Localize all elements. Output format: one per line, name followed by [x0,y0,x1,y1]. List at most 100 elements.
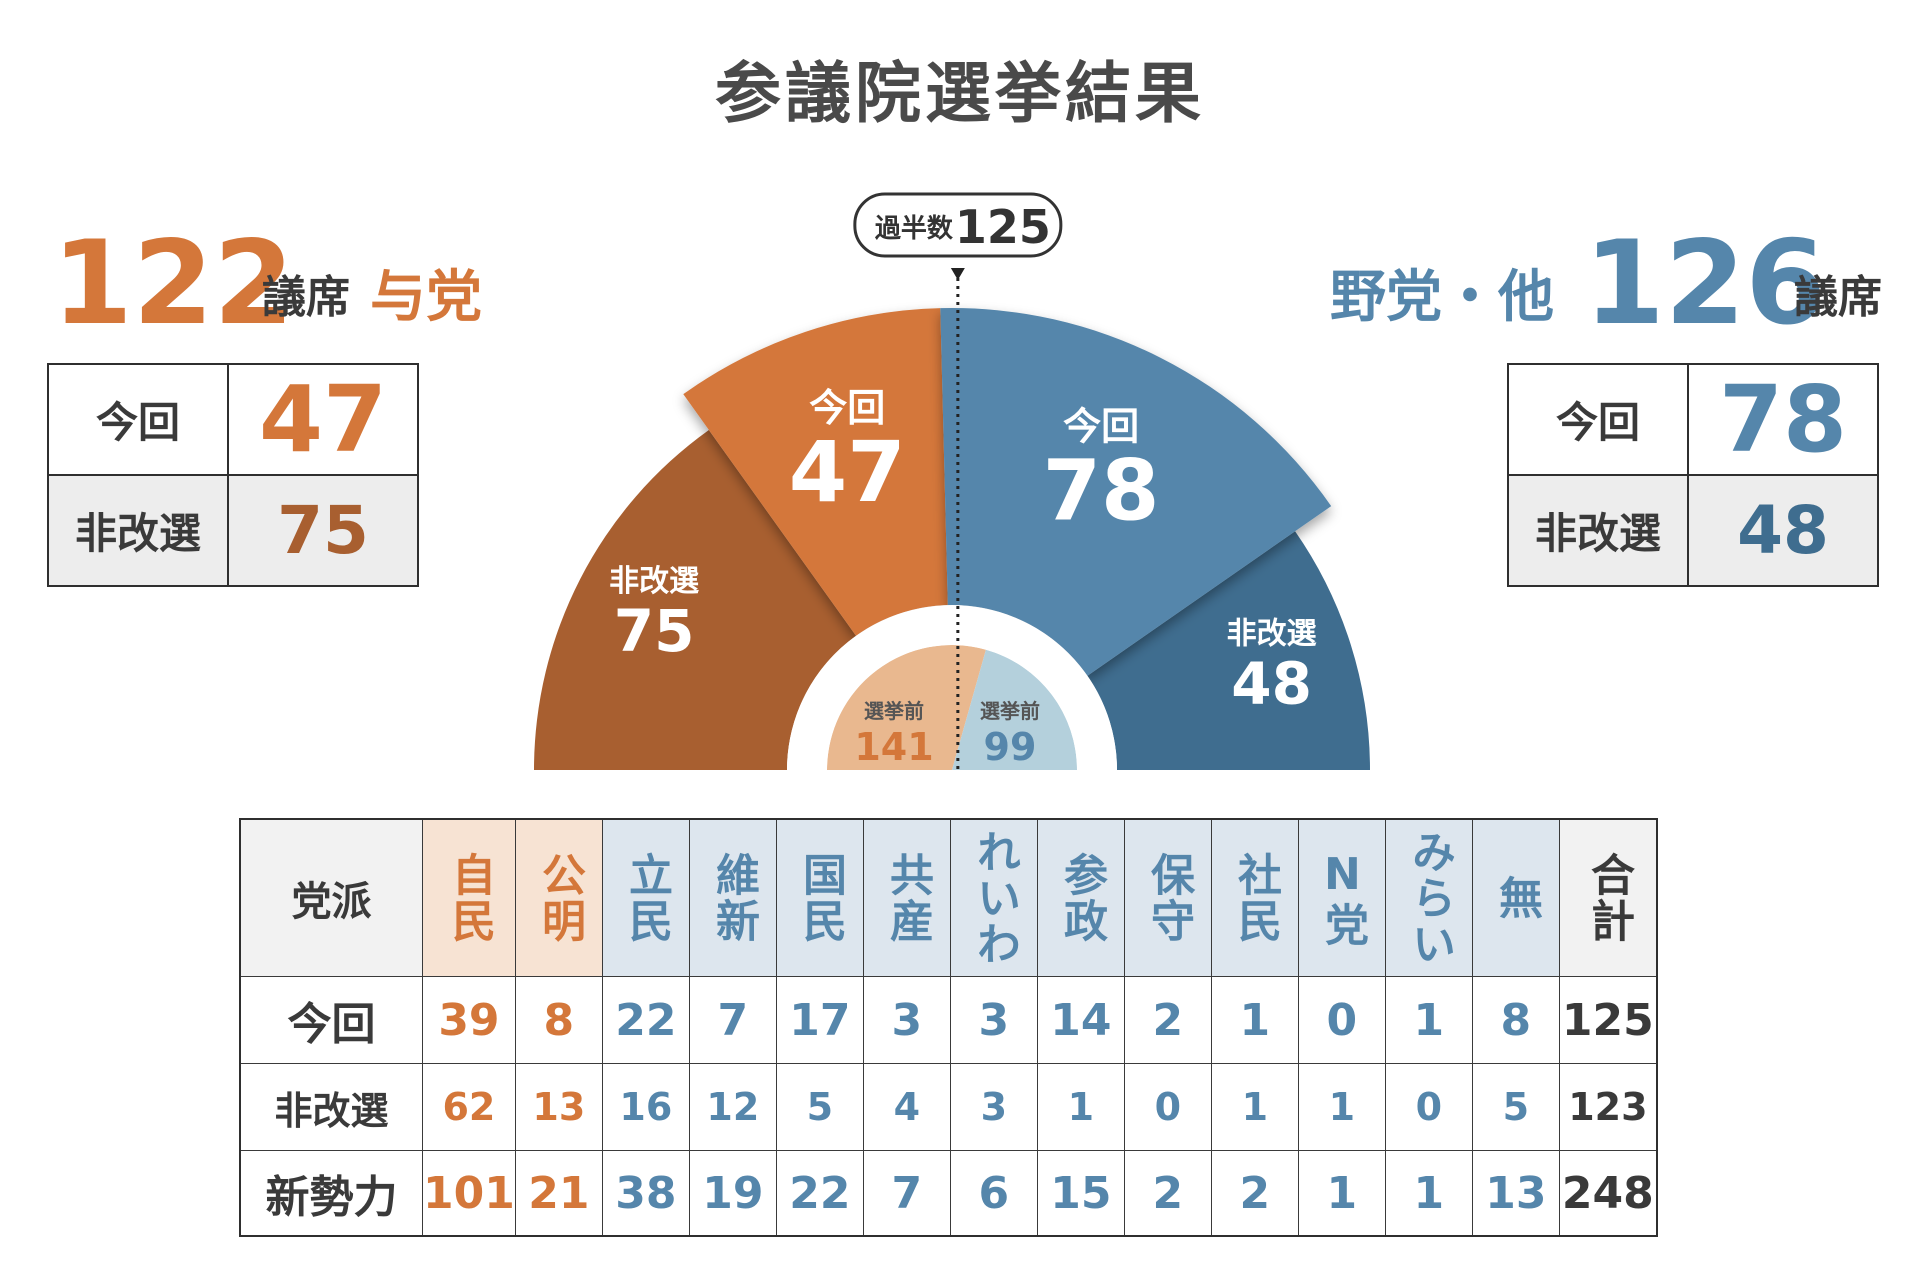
majority-value: 125 [955,200,1051,254]
inner-ring-gap [787,605,1117,770]
party-cell: 17 [775,976,864,1064]
party-cell: 0 [1384,1063,1473,1151]
sector-opposition-elected [940,308,1332,676]
total-cell: 125 [1558,976,1658,1064]
opposition-total-seats: 126 [1584,216,1827,351]
party-cell: 1 [1384,976,1473,1064]
party-header: みらい [1384,818,1473,977]
party-header: 国民 [775,818,864,977]
party-cell: 14 [1036,976,1125,1064]
ruling-notup-value: 75 [277,491,369,569]
party-cell: 7 [862,1150,951,1237]
ruling-notup-row: 非改選 75 [49,474,417,585]
table-corner: 党派 [239,818,423,977]
sector-label: 非改選 [609,564,699,599]
party-cell: 3 [862,976,951,1064]
party-header: れいわ [949,818,1038,977]
party-cell: 22 [775,1150,864,1237]
party-cell: 1 [1297,1063,1386,1151]
party-cell: 7 [688,976,777,1064]
before-ruling-sector [827,645,986,770]
party-cell: 15 [1036,1150,1125,1237]
party-cell: 39 [422,976,516,1064]
total-header: 合計 [1558,818,1658,977]
total-cell: 123 [1558,1063,1658,1151]
party-cell: 21 [514,1150,603,1237]
sector-value: 48 [1231,650,1312,718]
party-cell: 1 [1297,1150,1386,1237]
ruling-current-label: 今回 [49,365,229,474]
party-cell: 8 [514,976,603,1064]
page-title: 参議院選挙結果 [715,55,1205,132]
table-row: 新勢力 101 21 38 19 22 7 6 15 2 2 1 1 13 248 [239,1150,1658,1237]
party-cell: 3 [949,1063,1038,1151]
opposition-notup-label: 非改選 [1509,476,1689,585]
table-row: 今回 39 8 22 7 17 3 3 14 2 1 0 1 8 125 [239,976,1658,1064]
sector-ruling-notup [534,429,857,770]
party-cell: 4 [862,1063,951,1151]
table-header-row: 党派 自民 公明 立民 維新 国民 共産 れいわ 参政 保守 社民 N党 みらい無合計 [239,818,1658,977]
party-header: 参政 [1036,818,1125,977]
party-header: 社民 [1210,818,1299,977]
party-header: 維新 [688,818,777,977]
party-header: 無 [1471,818,1560,977]
opposition-notup-value: 48 [1737,491,1829,569]
party-cell: 19 [688,1150,777,1237]
row-label-current: 今回 [239,976,423,1064]
party-cell: 1 [1210,976,1299,1064]
opposition-current-value: 78 [1718,365,1848,473]
party-cell: 1 [1384,1150,1473,1237]
before-label: 選挙前 [864,699,924,723]
party-cell: 1 [1210,1063,1299,1151]
party-cell: 12 [688,1063,777,1151]
party-cell: 8 [1471,976,1560,1064]
majority-badge: 過半数 125 [853,192,1063,280]
party-cell: 3 [949,976,1038,1064]
opposition-current-row: 今回 78 [1509,365,1877,474]
sector-ruling-elected [683,308,948,636]
party-table: 党派 自民 公明 立民 維新 国民 共産 れいわ 参政 保守 社民 N党 みらい無合計 今回 39 8 2… [239,818,1658,1237]
party-cell: 13 [514,1063,603,1151]
ruling-seats-unit: 議席 [262,272,350,323]
sector-opposition-notup [1087,531,1370,770]
sector-value: 47 [789,423,906,521]
party-cell: 1 [1036,1063,1125,1151]
opposition-group-label: 野党・他 [1330,265,1554,330]
opposition-notup-row: 非改選 48 [1509,474,1877,585]
row-label-notup: 非改選 [239,1063,423,1151]
party-cell: 2 [1123,1150,1212,1237]
before-value: 141 [854,725,933,769]
opposition-seats-unit: 議席 [1794,272,1882,323]
party-cell: 2 [1123,976,1212,1064]
party-cell: 2 [1210,1150,1299,1237]
ruling-group-label: 与党 [370,265,482,330]
ruling-current-row: 今回 47 [49,365,417,474]
majority-label: 過半数 [875,214,954,244]
ruling-summary-box: 今回 47 非改選 75 [47,363,419,587]
before-label: 選挙前 [980,699,1040,723]
ruling-notup-label: 非改選 [49,476,229,585]
opposition-current-label: 今回 [1509,365,1689,474]
party-cell: 16 [601,1063,690,1151]
party-cell: 13 [1471,1150,1560,1237]
before-opposition-sector [952,649,1077,770]
party-header: 公明 [514,818,603,977]
party-header: 共産 [862,818,951,977]
party-cell: 0 [1123,1063,1212,1151]
party-cell: 38 [601,1150,690,1237]
party-header: 自民 [422,818,516,977]
party-cell: 5 [775,1063,864,1151]
party-cell: 5 [1471,1063,1560,1151]
row-label-new: 新勢力 [239,1150,423,1237]
sector-label: 今回 [1063,405,1139,449]
table-row: 非改選 62 13 16 12 5 4 3 1 0 1 1 0 5 123 [239,1063,1658,1151]
party-cell: 22 [601,976,690,1064]
total-cell: 248 [1558,1150,1658,1237]
ruling-current-value: 47 [258,365,388,473]
sector-label: 非改選 [1227,617,1317,652]
party-cell: 62 [422,1063,516,1151]
sector-label: 今回 [809,386,885,430]
party-cell: 101 [422,1150,516,1237]
party-cell: 0 [1297,976,1386,1064]
party-header: 立民 [601,818,690,977]
